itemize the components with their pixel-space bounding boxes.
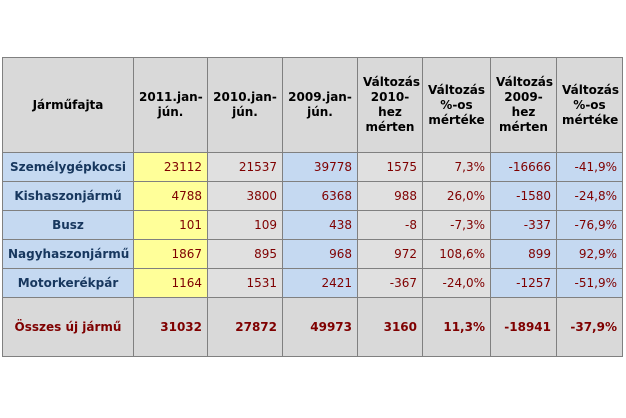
row-label: Motorkerékpár (2, 268, 134, 298)
header-line: jún. (307, 105, 333, 119)
cell: 27872 (207, 297, 283, 357)
data-table: Járműfajta 2011.jan-jún. 2010.jan-jún. 2009… (2, 57, 623, 357)
cell: 895 (207, 239, 283, 269)
data-row: Nagyhaszonjármű 1867 895 968 972 108,6% 899 92,… (2, 239, 623, 269)
cell: -41,9% (556, 152, 623, 182)
header-cell: 2010.jan-jún. (207, 57, 283, 153)
header-line: Változás (363, 75, 421, 89)
cell: 108,6% (422, 239, 491, 269)
cell: -24,8% (556, 181, 623, 211)
cell: 3800 (207, 181, 283, 211)
header-line: %-os (573, 97, 606, 112)
cell: 1164 (133, 268, 208, 298)
header-cell: Változás 2009- hez mérten (490, 57, 557, 153)
header-cell: Változás %-os mértéke (422, 57, 491, 153)
header-line: 2009.jan- (288, 90, 352, 104)
cell: -24,0% (422, 268, 491, 298)
cell: 3160 (357, 297, 423, 357)
header-line: Változás (496, 75, 554, 89)
header-line: mérten (365, 120, 415, 134)
cell: 4788 (133, 181, 208, 211)
cell: 2421 (282, 268, 358, 298)
cell: 438 (282, 210, 358, 240)
cell: -337 (490, 210, 557, 240)
header-line: 2009- (504, 90, 543, 104)
cell: -37,9% (556, 297, 623, 357)
cell: -16666 (490, 152, 557, 182)
header-cell: Változás 2010- hez mérten (357, 57, 423, 153)
row-label: Nagyhaszonjármű (2, 239, 134, 269)
cell: -8 (357, 210, 423, 240)
cell: 1531 (207, 268, 283, 298)
header-line: hez (511, 105, 536, 119)
header-line: mértéke (428, 112, 485, 127)
header-line: Járműfajta (32, 97, 104, 112)
cell: 31032 (133, 297, 208, 357)
row-label: Összes új jármű (2, 297, 134, 357)
header-line: mérten (499, 120, 548, 134)
header-line: hez (378, 105, 402, 119)
cell: -367 (357, 268, 423, 298)
header-cell: Járműfajta (2, 57, 134, 153)
data-row: Busz 101 109 438 -8 -7,3% -337 -76,9% (2, 210, 623, 240)
cell: 21537 (207, 152, 283, 182)
cell: 109 (207, 210, 283, 240)
data-row: Személygépkocsi 23112 21537 39778 1575 7,3% -1… (2, 152, 623, 182)
cell: 23112 (133, 152, 208, 182)
header-cell: 2009.jan-jún. (282, 57, 358, 153)
header-line: 2010.jan- (213, 90, 277, 104)
header-line: jún. (157, 105, 184, 119)
cell: 7,3% (422, 152, 491, 182)
cell: 49973 (282, 297, 358, 357)
cell: 988 (357, 181, 423, 211)
data-row: Motorkerékpár 1164 1531 2421 -367 -24,0% -1257… (2, 268, 623, 298)
row-label: Kishaszonjármű (2, 181, 134, 211)
cell: 972 (357, 239, 423, 269)
cell: -18941 (490, 297, 557, 357)
cell: -76,9% (556, 210, 623, 240)
data-row: Kishaszonjármű 4788 3800 6368 988 26,0% -1580-… (2, 181, 623, 211)
cell: -1257 (490, 268, 557, 298)
table-body: Járműfajta 2011.jan-jún. 2010.jan-jún. 2009… (2, 57, 623, 357)
cell: 26,0% (422, 181, 491, 211)
cell: 899 (490, 239, 557, 269)
header-line: Változás (562, 82, 620, 97)
cell: -51,9% (556, 268, 623, 298)
header-line: 2011.jan- (139, 90, 203, 104)
cell: -7,3% (422, 210, 491, 240)
header-row: Járműfajta 2011.jan-jún. 2010.jan-jún. 2009… (2, 57, 623, 153)
cell: 1575 (357, 152, 423, 182)
header-line: 2010- (370, 90, 410, 104)
row-label: Busz (2, 210, 134, 240)
cell: 101 (133, 210, 208, 240)
header-line: mértéke (562, 112, 619, 127)
cell: -1580 (490, 181, 557, 211)
cell: 1867 (133, 239, 208, 269)
row-label: Személygépkocsi (2, 152, 134, 182)
header-cell: 2011.jan-jún. (133, 57, 208, 153)
header-line: jún. (232, 105, 258, 119)
cell: 11,3% (422, 297, 491, 357)
cell: 6368 (282, 181, 358, 211)
total-row: Összes új jármű 31032 27872 49973 3160 11,3% -… (2, 297, 623, 357)
header-line: %-os (440, 97, 473, 112)
cell: 92,9% (556, 239, 623, 269)
header-line: Változás (428, 82, 486, 97)
header-cell: Változás %-os mértéke (556, 57, 623, 153)
cell: 39778 (282, 152, 358, 182)
cell: 968 (282, 239, 358, 269)
